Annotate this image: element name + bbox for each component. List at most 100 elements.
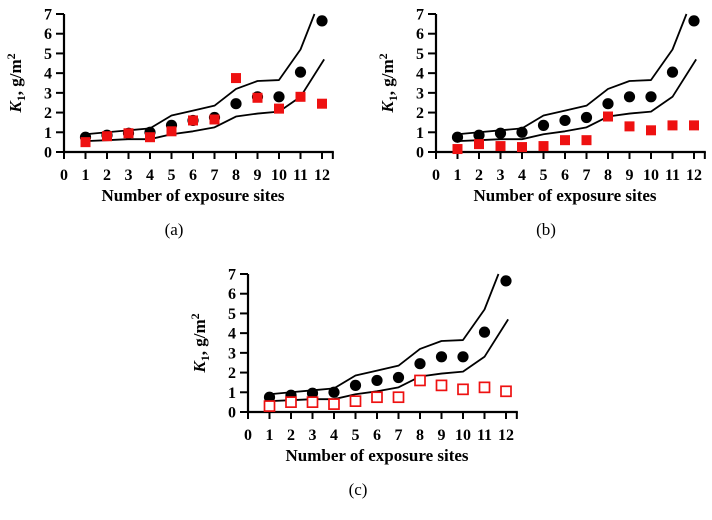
measured-k1-squares-open-point xyxy=(500,385,512,398)
figure-panel-b: 0 1 2 3 4 5 6 7 8 9 10 11 12 0 1 2 3 4 5 6 7 Number of exposu… xyxy=(378,2,712,240)
calculated-k1-circles-point xyxy=(306,387,319,399)
y-tick-label: 5 xyxy=(228,306,236,323)
x-tick-label: 6 xyxy=(189,167,197,184)
x-tick-label: 0 xyxy=(432,167,440,184)
calculated-k1-circles-point xyxy=(645,91,657,103)
measured-k1-squares-point xyxy=(560,135,570,146)
upper-confidence-line xyxy=(269,273,500,396)
x-tick-label: 10 xyxy=(455,427,471,444)
lower-confidence-line xyxy=(269,318,509,403)
measured-k1-squares-point xyxy=(667,120,678,131)
y-tick-label: 3 xyxy=(228,345,236,362)
calculated-k1-circles-point xyxy=(273,91,285,103)
x-tick-label: 4 xyxy=(330,427,338,444)
x-tick-label: 9 xyxy=(438,427,446,444)
y-tick-label: 6 xyxy=(228,286,236,303)
calculated-k1-circles-point xyxy=(392,371,405,384)
x-tick-label: 11 xyxy=(665,167,680,184)
y-tick-label: 3 xyxy=(44,85,52,102)
calculated-k1-circles-point xyxy=(537,119,550,131)
calculated-k1-circles-point xyxy=(559,114,571,127)
measured-k1-squares-point xyxy=(123,128,134,139)
x-tick-label: 2 xyxy=(103,167,111,184)
x-tick-label: 0 xyxy=(244,427,252,444)
y-tick-label: 0 xyxy=(44,145,52,162)
panel-b-caption: (b) xyxy=(536,220,556,239)
calculated-k1-circles-point xyxy=(451,131,464,143)
measured-k1-squares-open-point xyxy=(328,398,340,410)
calculated-k1-circles-point xyxy=(349,379,362,391)
y-tick-label: 0 xyxy=(228,405,236,422)
calculated-k1-circles-point xyxy=(473,129,485,141)
measured-k1-squares-point xyxy=(231,73,241,84)
lower-confidence-line xyxy=(85,58,325,143)
x-tick-label: 11 xyxy=(293,167,308,184)
calculated-k1-circles-point xyxy=(457,351,469,363)
measured-k1-squares-point xyxy=(581,135,592,146)
measured-k1-squares-point xyxy=(474,139,484,150)
y-tick-label: 0 xyxy=(416,145,424,162)
measured-k1-squares-point xyxy=(452,144,463,155)
upper-confidence-line xyxy=(85,13,316,136)
measured-k1-squares-point xyxy=(188,115,198,126)
y-tick-label: 5 xyxy=(44,46,52,63)
measured-k1-squares-point xyxy=(166,126,177,137)
calculated-k1-circles-point xyxy=(623,91,636,103)
calculated-k1-circles-point xyxy=(478,326,491,338)
x-tick-label: 2 xyxy=(287,427,295,444)
y-tick-label: 4 xyxy=(416,66,424,83)
x-tick-label: 7 xyxy=(395,427,403,444)
x-tick-label: 10 xyxy=(643,167,659,184)
lower-confidence-line xyxy=(457,58,697,143)
x-tick-label: 4 xyxy=(146,167,154,184)
calculated-k1-circles-point xyxy=(230,98,242,110)
y-tick-label: 2 xyxy=(416,105,424,122)
calculated-k1-circles-point xyxy=(371,374,383,387)
measured-k1-squares-point xyxy=(145,132,155,143)
x-tick-label: 3 xyxy=(497,167,505,184)
measured-k1-squares-point xyxy=(517,142,527,153)
measured-k1-squares-open-point xyxy=(263,400,276,412)
y-axis-title: K1, g/m2 xyxy=(190,313,212,373)
calculated-k1-circles-point xyxy=(328,386,340,398)
measured-k1-squares-point xyxy=(538,141,549,152)
panel-a-caption: (a) xyxy=(164,220,184,239)
calculated-k1-circles-point xyxy=(294,66,307,78)
x-tick-label: 8 xyxy=(416,427,424,444)
measured-k1-squares-point xyxy=(274,103,284,114)
y-tick-label: 5 xyxy=(416,46,424,63)
panel-c-caption: (c) xyxy=(348,480,368,499)
measured-k1-squares-open-point xyxy=(306,396,319,408)
calculated-k1-circles-point xyxy=(516,126,528,138)
y-tick-label: 2 xyxy=(44,105,52,122)
calculated-k1-circles-point xyxy=(666,66,679,78)
calculated-k1-circles-point xyxy=(602,98,614,110)
calculated-k1-circles-point xyxy=(263,391,276,403)
x-tick-label: 12 xyxy=(498,427,514,444)
x-tick-label: 5 xyxy=(540,167,548,184)
x-tick-label: 9 xyxy=(626,167,634,184)
measured-k1-squares-point xyxy=(646,125,656,136)
calculated-k1-circles-point xyxy=(494,127,507,139)
measured-k1-squares-point xyxy=(102,131,112,142)
x-tick-label: 9 xyxy=(254,167,262,184)
y-tick-label: 7 xyxy=(44,7,52,24)
y-tick-label: 1 xyxy=(44,125,52,142)
x-tick-label: 5 xyxy=(352,427,360,444)
measured-k1-squares-point xyxy=(624,121,635,132)
y-axis-title: K1, g/m2 xyxy=(6,53,28,113)
x-tick-label: 3 xyxy=(309,427,317,444)
x-tick-label: 0 xyxy=(60,167,68,184)
x-tick-label: 6 xyxy=(373,427,381,444)
measured-k1-squares-open-point xyxy=(392,391,405,404)
measured-k1-squares-point xyxy=(252,92,263,103)
y-tick-label: 4 xyxy=(44,66,52,83)
calculated-k1-circles-point xyxy=(580,111,593,124)
measured-k1-squares-open-point xyxy=(435,379,448,392)
x-axis-title: Number of exposure sites xyxy=(285,446,468,465)
y-tick-label: 2 xyxy=(228,365,236,382)
